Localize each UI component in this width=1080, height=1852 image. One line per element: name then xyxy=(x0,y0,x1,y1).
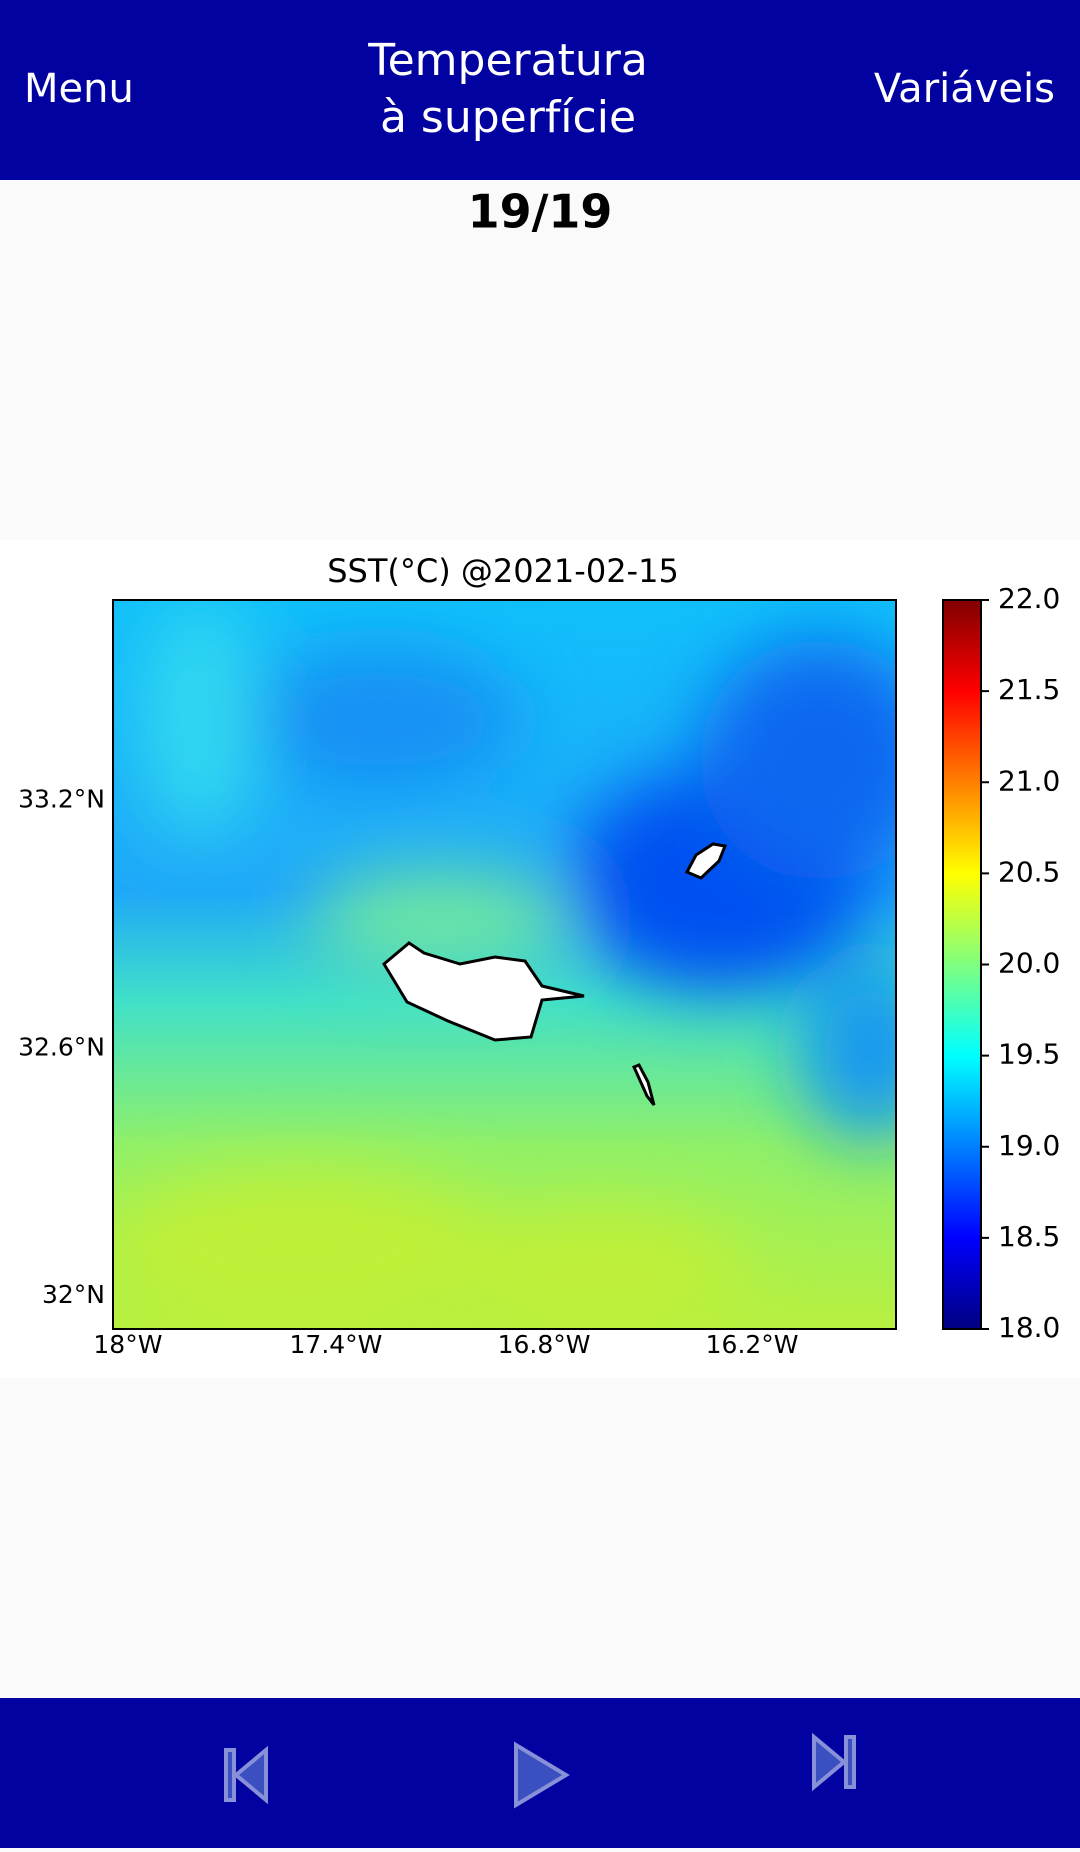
colorbar-tick-label: 21.0 xyxy=(998,764,1060,797)
colorbar xyxy=(942,599,982,1330)
island xyxy=(382,941,585,1042)
map-frame xyxy=(112,599,897,1330)
colorbar-tick-label: 21.5 xyxy=(998,673,1060,706)
x-tick-label: 18°W xyxy=(93,1330,162,1359)
colorbar-tick-label: 22.0 xyxy=(998,582,1060,615)
menu-button[interactable]: Menu xyxy=(24,66,134,112)
map-title: SST(°C) @2021-02-15 xyxy=(327,552,679,590)
x-tick-label: 17.4°W xyxy=(290,1330,383,1359)
island xyxy=(684,842,728,880)
title: à superfície xyxy=(380,92,636,143)
y-tick-label: 33.2°N xyxy=(18,785,105,814)
colorbar-tick-label: 19.0 xyxy=(998,1129,1060,1162)
colorbar-tick-label: 20.0 xyxy=(998,947,1060,980)
top-bar xyxy=(0,0,1080,180)
y-tick-label: 32°N xyxy=(42,1280,105,1309)
frame-counter: 19/19 xyxy=(468,185,613,239)
sst-field xyxy=(113,600,896,1329)
y-tick-label: 32.6°N xyxy=(18,1032,105,1061)
variables-button[interactable]: Variáveis xyxy=(874,66,1055,112)
x-tick-label: 16.8°W xyxy=(498,1330,591,1359)
colorbar-tick-label: 18.5 xyxy=(998,1220,1060,1253)
title: Temperatura xyxy=(367,35,648,86)
island xyxy=(631,1063,656,1106)
colorbar-tick-label: 18.0 xyxy=(998,1311,1060,1344)
x-tick-label: 16.2°W xyxy=(706,1330,799,1359)
previous-button[interactable] xyxy=(224,1745,268,1805)
next-button[interactable] xyxy=(812,1732,856,1792)
ticks: 18°W 17.4°W 16.8°W 16.2°W 33.2°N 32.6°N 32°N 22… xyxy=(18,582,1060,1359)
colorbar-tick-label: 20.5 xyxy=(998,855,1060,888)
play-button[interactable] xyxy=(514,1741,570,1809)
colorbar-tick-label: 19.5 xyxy=(998,1038,1060,1071)
